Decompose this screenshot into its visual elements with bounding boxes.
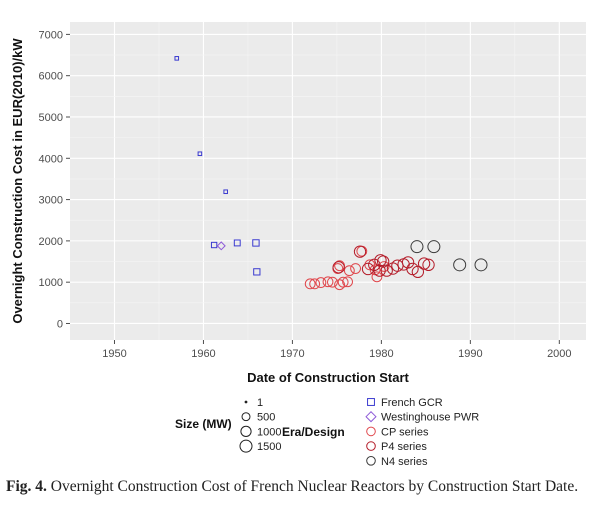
data-point bbox=[252, 239, 260, 247]
series-p4-series bbox=[332, 245, 435, 279]
data-point bbox=[401, 256, 415, 269]
data-point bbox=[353, 245, 367, 258]
design-legend-items: French GCR Westinghouse PWR CP series P4 se… bbox=[365, 397, 479, 468]
data-point bbox=[322, 276, 334, 288]
design-legend-label: French GCR bbox=[381, 397, 443, 409]
x-axis-title: Date of Construction Start bbox=[247, 370, 409, 385]
y-tick-label: 6000 bbox=[39, 71, 63, 83]
data-point bbox=[216, 241, 226, 251]
data-point bbox=[474, 258, 488, 272]
figure-caption-text: Overnight Construction Cost of French Nu… bbox=[50, 478, 579, 495]
design-legend-key bbox=[366, 441, 376, 451]
data-point bbox=[233, 239, 241, 247]
data-point bbox=[197, 151, 203, 157]
data-point bbox=[410, 240, 424, 254]
x-tick-label: 1950 bbox=[102, 348, 126, 360]
x-tick-label: 1980 bbox=[369, 348, 393, 360]
size-legend-key bbox=[239, 439, 253, 453]
data-point bbox=[174, 56, 180, 61]
y-tick-label: 5000 bbox=[39, 112, 63, 124]
design-legend-title: Era/Design bbox=[282, 425, 345, 439]
design-legend-key bbox=[366, 456, 376, 466]
x-tick-label: 1960 bbox=[191, 348, 215, 360]
design-legend-label: CP series bbox=[381, 426, 429, 438]
series-french-gcr bbox=[174, 56, 261, 276]
y-tick-label: 4000 bbox=[39, 153, 63, 165]
series-cp-series bbox=[304, 245, 390, 291]
data-point bbox=[315, 277, 327, 289]
y-tick-label: 0 bbox=[57, 318, 63, 330]
data-point bbox=[376, 255, 390, 268]
data-points bbox=[174, 56, 488, 291]
size-legend-label: 1 bbox=[257, 397, 263, 409]
size-legend-key bbox=[240, 425, 252, 438]
design-legend-key bbox=[367, 398, 375, 406]
y-tick-label: 2000 bbox=[39, 236, 63, 248]
size-legend-label: 500 bbox=[257, 412, 275, 424]
data-point bbox=[417, 257, 431, 270]
data-point bbox=[342, 276, 353, 288]
size-legend-key bbox=[241, 412, 251, 422]
x-tick-label: 1990 bbox=[458, 348, 482, 360]
series-n4-series bbox=[410, 240, 488, 272]
data-point bbox=[371, 271, 383, 283]
data-point bbox=[253, 268, 261, 276]
design-legend-key bbox=[366, 426, 376, 437]
design-legend-label: P4 series bbox=[381, 441, 427, 453]
data-point bbox=[327, 276, 338, 288]
figure-label: Fig. 4. bbox=[6, 478, 47, 495]
data-point bbox=[210, 241, 218, 249]
data-point bbox=[309, 278, 321, 290]
design-legend-label: Westinghouse PWR bbox=[381, 412, 479, 424]
y-axis-title: Overnight Construction Cost in EUR(2010)… bbox=[10, 38, 25, 324]
data-point bbox=[411, 265, 425, 279]
data-point bbox=[378, 261, 390, 272]
data-point bbox=[337, 276, 349, 288]
size-legend-key bbox=[244, 400, 248, 404]
y-tick-label: 3000 bbox=[39, 195, 63, 207]
data-point bbox=[223, 189, 228, 195]
size-legend-label: 1000 bbox=[257, 426, 281, 438]
data-point bbox=[373, 264, 386, 277]
data-point bbox=[427, 240, 441, 254]
data-point bbox=[334, 279, 345, 291]
design-legend-label: N4 series bbox=[381, 456, 428, 468]
data-point bbox=[304, 278, 316, 290]
plot-background bbox=[70, 22, 586, 340]
design-legend-key bbox=[365, 411, 377, 423]
size-legend-title: Size (MW) bbox=[175, 417, 232, 431]
data-point bbox=[332, 261, 345, 274]
data-point bbox=[380, 264, 393, 277]
series-westinghouse-pwr bbox=[216, 241, 226, 251]
axis-ticks: 1950 1960 1970 1980 1990 2000 0 1000 2000 3000 400… bbox=[39, 29, 572, 360]
y-tick-label: 7000 bbox=[39, 29, 63, 41]
size-legend-label: 1500 bbox=[257, 441, 281, 453]
data-point bbox=[422, 258, 435, 272]
scatter-chart: 1950 1960 1970 1980 1990 2000 0 1000 2000 3000 400… bbox=[10, 22, 586, 468]
y-tick-label: 1000 bbox=[39, 277, 63, 289]
figure-caption: Fig. 4. Overnight Construction Cost of F… bbox=[6, 477, 596, 496]
x-tick-label: 2000 bbox=[547, 348, 571, 360]
x-tick-label: 1970 bbox=[280, 348, 304, 360]
data-point bbox=[343, 265, 355, 277]
data-point bbox=[350, 263, 361, 274]
data-point bbox=[374, 254, 387, 267]
data-point bbox=[453, 258, 467, 272]
